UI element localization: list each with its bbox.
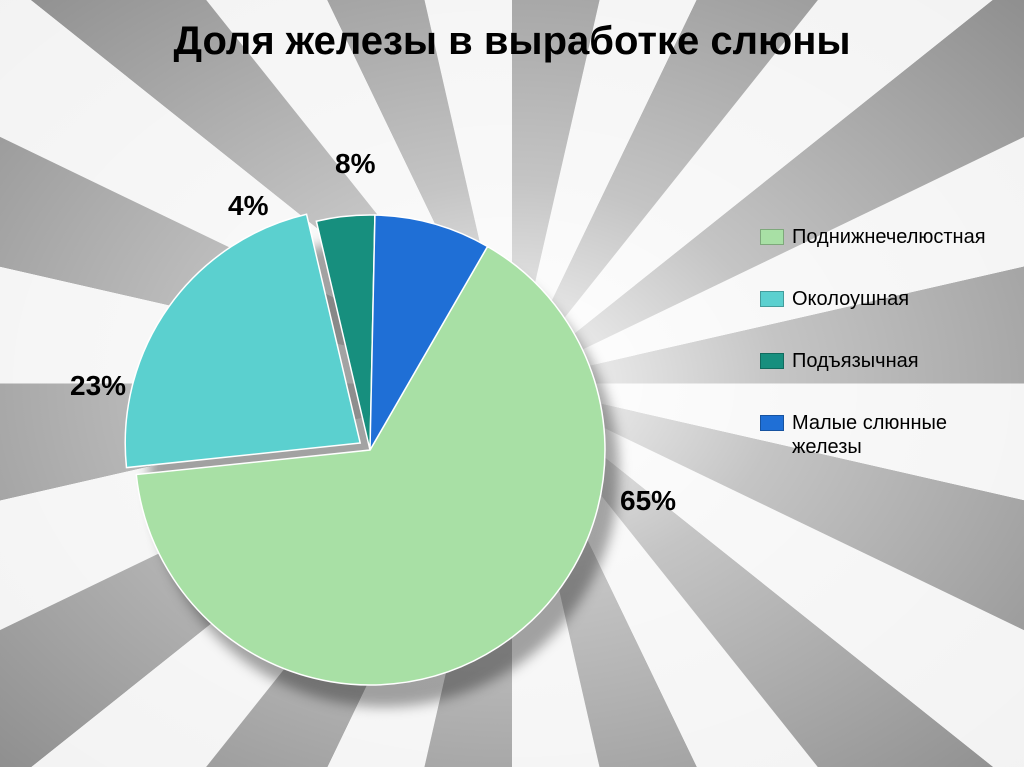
legend-item: Околоушная — [760, 287, 1002, 311]
data-label: 8% — [335, 148, 375, 180]
legend-swatch — [760, 229, 784, 245]
legend-swatch — [760, 415, 784, 431]
data-label: 23% — [70, 370, 126, 402]
data-label: 65% — [620, 485, 676, 517]
legend-item: Поднижнечелюстная — [760, 225, 1002, 249]
legend-label: Околоушная — [792, 287, 909, 311]
legend: Поднижнечелюстная Околоушная Подъязычная Ма… — [760, 225, 1002, 497]
legend-label: Поднижнечелюстная — [792, 225, 986, 249]
legend-swatch — [760, 353, 784, 369]
slide-title: Доля железы в выработке слюны — [0, 18, 1024, 64]
legend-item: Малые слюнные железы — [760, 411, 1002, 459]
slide: Доля железы в выработке слюны 65% 23% 4% 8%… — [0, 0, 1024, 767]
legend-label: Подъязычная — [792, 349, 919, 373]
legend-swatch — [760, 291, 784, 307]
legend-item: Подъязычная — [760, 349, 1002, 373]
pie-chart — [95, 175, 645, 725]
legend-label: Малые слюнные железы — [792, 411, 1002, 459]
data-label: 4% — [228, 190, 268, 222]
